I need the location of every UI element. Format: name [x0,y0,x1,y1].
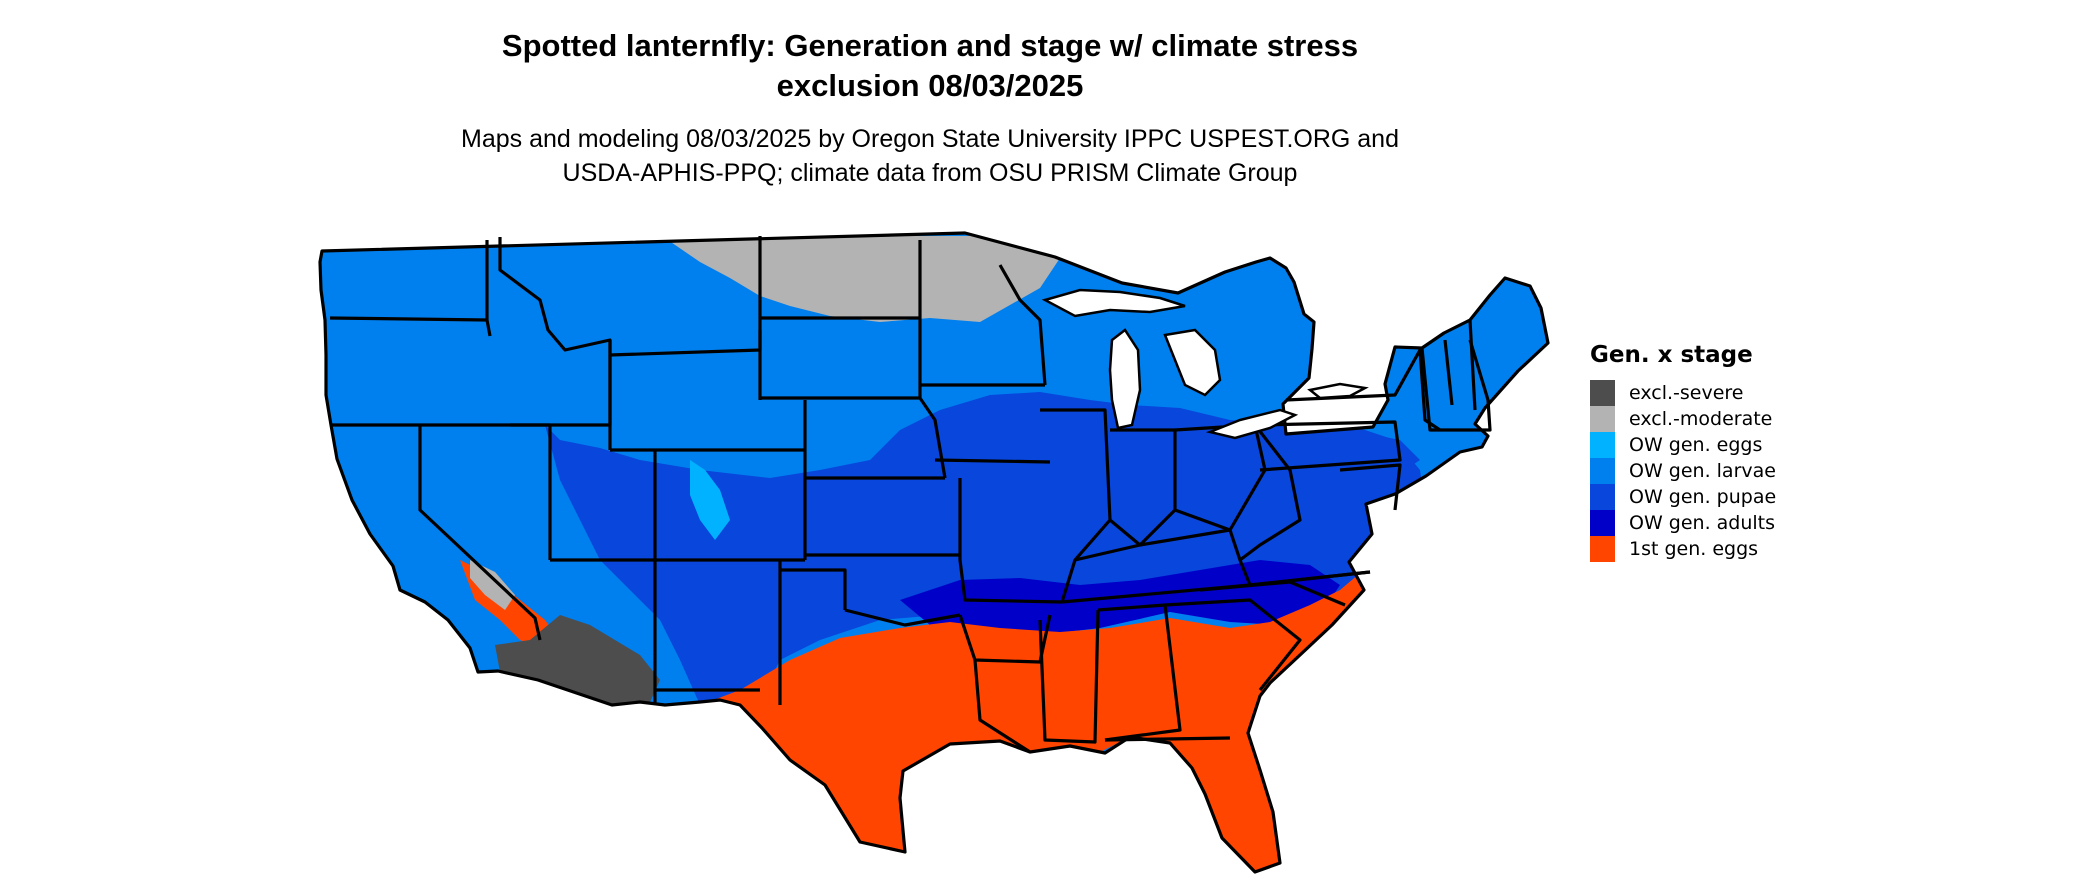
legend-item: OW gen. adults [1590,510,1776,536]
border-mo-east [958,478,1063,604]
border-nh-me [1468,319,1477,411]
legend-item: excl.-severe [1590,380,1776,406]
legend-item: OW gen. pupae [1590,484,1776,510]
map-title-line-1: Spotted lanternfly: Generation and stage… [501,28,1359,63]
region-excl-moderate-southwest [470,560,515,610]
legend-item: OW gen. larvae [1590,458,1776,484]
border-ok-panhandle [780,568,847,610]
legend-item: 1st gen. eggs [1590,536,1776,562]
border-wa-or [329,316,488,322]
lake-superior [1041,288,1186,318]
lake-michigan [1108,328,1142,430]
legend-swatch [1590,380,1615,406]
legend-label: OW gen. eggs [1629,434,1763,456]
border-wa-id [485,240,492,337]
legend-swatch [1590,432,1615,458]
legend-label: OW gen. pupae [1629,486,1777,508]
region-ow-eggs-rockies [690,460,730,540]
border-la-ms [973,659,1031,754]
border-ok-tx [844,608,961,627]
legend-swatch [1590,458,1615,484]
region-excl-severe-southwest [495,615,660,705]
border-ga-sc [1164,598,1302,691]
map-subtitle: Maps and modeling 08/03/2025 by Oregon S… [0,122,1860,190]
legend-swatch [1590,484,1615,510]
region-first-gen-eggs-southeast [700,568,1372,872]
border-ar [958,614,1052,664]
legend-label: 1st gen. eggs [1629,538,1759,560]
border-iowa-mo [934,458,1051,464]
lake-ontario [1307,382,1369,400]
lake-huron [1163,328,1222,397]
us-map [318,231,1550,874]
border-wv-va [1239,424,1302,562]
legend-item: excl.-moderate [1590,406,1776,432]
border-vt-nh [1443,339,1454,406]
state-boundaries [318,231,1550,874]
border-ga-fl [1104,736,1231,742]
map-title: Spotted lanternfly: Generation and stage… [0,26,1860,106]
legend-swatch [1590,510,1615,536]
map-title-line-2: exclusion 08/03/2025 [776,68,1084,103]
region-ow-pupae [545,392,1425,705]
legend-item: OW gen. eggs [1590,432,1776,458]
map-subtitle-line-1: Maps and modeling 08/03/2025 by Oregon S… [461,125,1399,153]
border-al-ga [1097,603,1182,742]
border-pa [1259,420,1402,472]
us-outline [318,231,1550,874]
legend: Gen. x stage excl.-severe excl.-moderate… [1590,340,1776,562]
region-ow-pupae-northeast [1300,430,1420,490]
map-subtitle-line-2: USDA-APHIS-PPQ; climate data from OSU PR… [562,159,1298,187]
border-dakotas-mn [918,240,947,479]
legend-swatch [1590,406,1615,432]
legend-label: excl.-moderate [1629,408,1773,430]
border-ca-nv [418,425,542,641]
border-ky-north [1074,528,1252,586]
border-va-nc [1249,570,1371,587]
legend-swatch [1590,536,1615,562]
legend-title: Gen. x stage [1590,342,1753,368]
legend-label: OW gen. larvae [1629,460,1776,482]
border-ms-al [1038,609,1100,744]
border-new-england [1420,339,1492,432]
great-lakes [1041,288,1369,440]
border-md-de [1339,463,1402,511]
border-mn-wi [998,264,1047,386]
legend-label: excl.-severe [1629,382,1744,404]
legend-label: OW gen. adults [1629,512,1776,534]
lake-erie [1205,408,1299,440]
